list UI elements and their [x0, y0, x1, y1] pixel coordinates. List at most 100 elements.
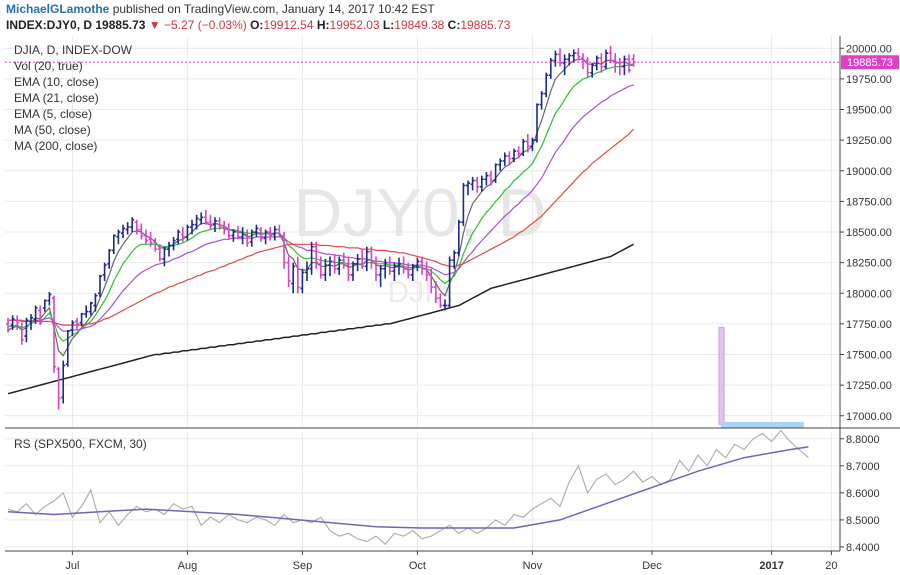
- price-bar: [139, 223, 144, 240]
- close-key: C:: [447, 18, 461, 32]
- price-bar: [456, 219, 461, 257]
- price-bar: [254, 224, 259, 237]
- price-bar: [332, 254, 337, 274]
- price-bar: [502, 152, 507, 166]
- indicator-legend: DJIA, D, INDEX-DOW Vol (20, true) EMA (1…: [14, 43, 133, 153]
- price-bar: [259, 227, 263, 242]
- price-bar: [429, 268, 434, 294]
- price-bar: [125, 222, 130, 235]
- price-bar: [226, 223, 231, 240]
- time-tick-label: Jul: [65, 560, 79, 572]
- time-tick-label: Sep: [293, 560, 313, 572]
- price-bar: [539, 91, 544, 110]
- price-bar: [144, 229, 148, 245]
- price-bar: [364, 246, 369, 272]
- price-bar: [263, 229, 268, 245]
- price-bar: [447, 256, 452, 308]
- price-tick-label: 19500.00: [846, 105, 892, 117]
- price-bar: [351, 261, 355, 281]
- price-bar: [493, 163, 498, 183]
- price-bar: [176, 229, 181, 245]
- price-bar: [346, 256, 351, 281]
- price-bar: [300, 268, 305, 294]
- legend-item-ma200[interactable]: MA (200, close): [14, 139, 97, 153]
- price-bar: [617, 58, 622, 76]
- price-bar: [10, 315, 15, 330]
- time-tick-label: Aug: [178, 560, 198, 572]
- ma50-line: [8, 128, 635, 326]
- volume-layer: [718, 327, 804, 428]
- price-bar: [387, 256, 392, 275]
- price-tick-label: 19250.00: [846, 135, 892, 147]
- rs-tick-label: 8.4000: [846, 542, 880, 554]
- legend-item-ema5[interactable]: EMA (5, close): [14, 107, 92, 121]
- ema21-line: [8, 84, 634, 332]
- price-bar: [231, 229, 236, 242]
- price-bar: [130, 217, 135, 232]
- price-bar: [157, 244, 162, 262]
- price-bar: [571, 49, 576, 63]
- rs-pane-label[interactable]: RS (SPX500, FXCM, 30): [14, 437, 147, 451]
- price-bar: [47, 292, 52, 306]
- price-tick-label: 18750.00: [846, 196, 892, 208]
- price-bars: [6, 45, 636, 410]
- volume-bar: [721, 421, 804, 428]
- price-bar: [42, 299, 47, 312]
- price-bar: [19, 322, 24, 345]
- price-bar: [203, 209, 208, 225]
- price-bar: [392, 262, 397, 281]
- price-bar: [374, 256, 378, 281]
- price-bar: [328, 256, 332, 277]
- price-bar: [535, 103, 539, 143]
- price-bar: [461, 183, 466, 226]
- price-change: −5.27 (−0.03%): [164, 18, 247, 32]
- price-bar: [608, 45, 613, 63]
- volume-marker: [718, 327, 725, 425]
- price-bar: [153, 238, 158, 252]
- price-bar: [581, 53, 585, 70]
- time-tick-label: Nov: [523, 560, 543, 572]
- price-bar: [213, 217, 217, 232]
- price-bar: [410, 263, 415, 281]
- rs-axis[interactable]: 8.4000 8.5000 8.6000 8.7000 8.8000: [840, 434, 880, 554]
- price-bar: [498, 158, 503, 171]
- time-tick-label: Dec: [642, 560, 662, 572]
- publish-line: MichaelGLamothe published on TradingView…: [6, 2, 435, 16]
- time-tick-label: Oct: [409, 560, 426, 572]
- price-bar: [314, 241, 319, 269]
- close-value: 19885.73: [460, 18, 511, 32]
- price-tick-label: 19000.00: [846, 166, 892, 178]
- price-bar: [116, 229, 121, 245]
- price-bar: [15, 315, 20, 330]
- time-axis[interactable]: Jul Aug Sep Oct Nov Dec 2017 20: [65, 551, 838, 572]
- author-link[interactable]: MichaelGLamothe: [6, 2, 110, 16]
- low-key: L:: [382, 18, 395, 32]
- price-bar: [622, 55, 627, 76]
- price-bar: [355, 254, 360, 272]
- price-bar: [162, 246, 167, 267]
- price-bar: [337, 256, 342, 275]
- chart-area[interactable]: DJY0, D DJIA DJIA, D, INDEX-DOW Vol (20,…: [0, 36, 900, 575]
- price-bar: [190, 219, 194, 235]
- price-axis[interactable]: 17000.00 17250.00 17500.00 17750.00 18000.00…: [840, 43, 892, 423]
- price-bar: [24, 317, 29, 343]
- price-bar: [236, 225, 240, 240]
- price-bar: [424, 261, 429, 281]
- symbol-line: INDEX:DJY0, D 19885.73 ▼ −5.27 (−0.03%) …: [6, 18, 510, 32]
- price-bar: [180, 227, 185, 242]
- symbol-name: INDEX:DJY0, D: [6, 18, 93, 32]
- price-tick-label: 17250.00: [846, 380, 892, 392]
- price-tick-label: 17000.00: [846, 411, 892, 423]
- legend-item-vol[interactable]: Vol (20, true): [14, 59, 83, 73]
- time-tick-label: 2017: [759, 560, 783, 572]
- price-bar: [70, 320, 75, 337]
- legend-item-ema21[interactable]: EMA (21, close): [14, 91, 99, 105]
- indicator-lines: [7, 58, 635, 395]
- price-tick-label: 18250.00: [846, 258, 892, 270]
- legend-item-ma50[interactable]: MA (50, close): [14, 123, 91, 137]
- price-bar: [360, 249, 365, 269]
- price-bar: [222, 220, 227, 235]
- price-bar: [548, 58, 553, 79]
- legend-item-ema10[interactable]: EMA (10, close): [14, 75, 99, 89]
- rs-tick-label: 8.6000: [846, 488, 880, 500]
